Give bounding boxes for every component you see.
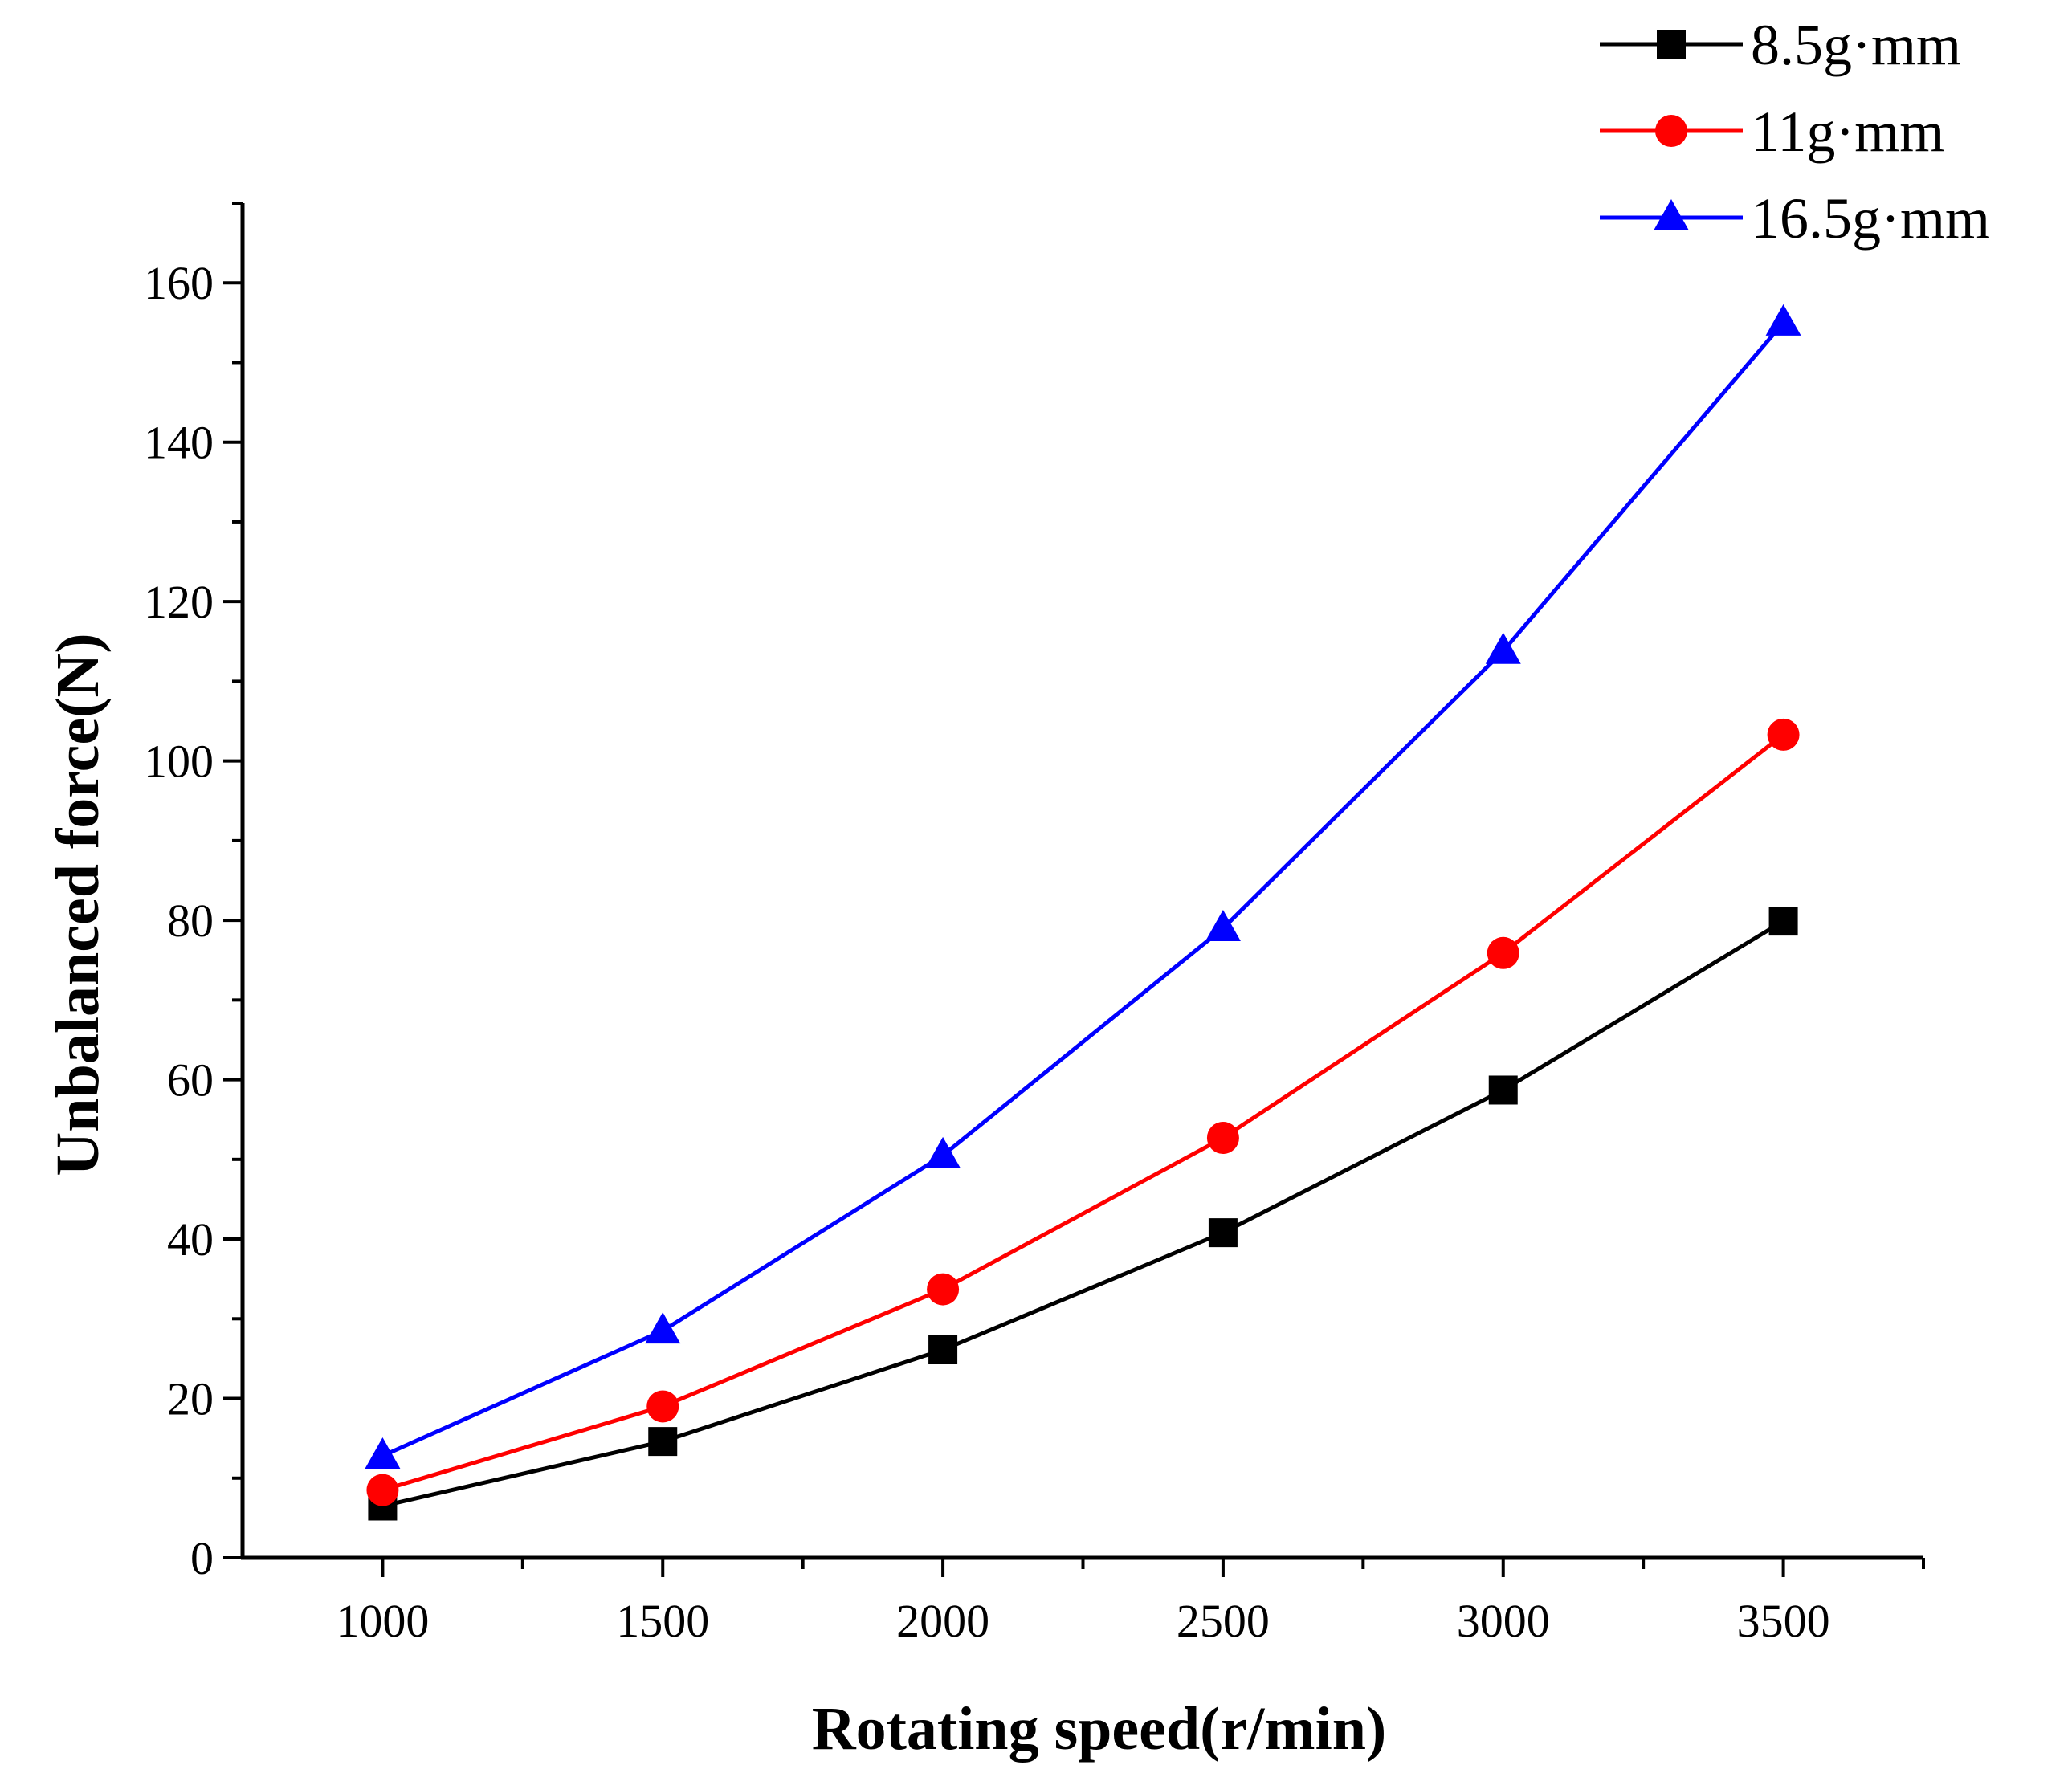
legend-marker (1655, 115, 1687, 147)
x-tick-label: 2500 (1177, 1595, 1270, 1647)
series-line (381, 732, 1785, 1493)
series-0 (368, 907, 1798, 1521)
x-tick-label: 3000 (1457, 1595, 1550, 1647)
series-1 (366, 718, 1800, 1506)
data-point (366, 1474, 399, 1506)
legend-item-1: 11g·mm (1600, 100, 1944, 164)
y-tick-label: 60 (167, 1054, 214, 1107)
data-point (1487, 936, 1519, 969)
y-tick-label: 40 (167, 1213, 214, 1266)
y-tick-label: 160 (144, 257, 214, 309)
data-point (1485, 632, 1521, 664)
axes: 0 20 40 60 80 100 120 140 160 1000 1500 2000 2500 300… (144, 202, 1925, 1647)
data-point (648, 1427, 678, 1457)
data-point (1206, 1122, 1239, 1155)
legend-label: 8.5g·mm (1751, 13, 1961, 77)
legend-label: 11g·mm (1751, 100, 1944, 164)
data-point (646, 1390, 679, 1423)
x-tick-label: 1000 (336, 1595, 429, 1647)
legend-marker (1657, 30, 1686, 59)
y-tick-label: 80 (167, 895, 214, 947)
data-point (927, 1273, 960, 1306)
legend: 8.5g·mm 11g·mm 16.5g·mm (1600, 13, 1990, 251)
legend-marker (1654, 199, 1689, 230)
x-axis-title: Rotating speed(r/min) (812, 1695, 1387, 1763)
x-tick-label: 3500 (1737, 1595, 1830, 1647)
series-line (381, 321, 1785, 1458)
y-tick-label: 100 (144, 736, 214, 788)
y-tick-label: 120 (144, 576, 214, 628)
data-point (928, 1335, 958, 1364)
data-point (1765, 304, 1801, 336)
y-tick-label: 0 (190, 1532, 214, 1584)
data-point (1767, 718, 1800, 751)
x-tick-label: 2000 (896, 1595, 989, 1647)
data-point (1205, 910, 1241, 942)
legend-label: 16.5g·mm (1751, 186, 1990, 251)
data-point (1768, 907, 1798, 936)
series-2 (365, 304, 1801, 1469)
series-layer (365, 304, 1801, 1521)
data-point (1488, 1075, 1518, 1105)
y-tick-label: 140 (144, 417, 214, 469)
legend-item-2: 16.5g·mm (1600, 186, 1990, 251)
data-point (925, 1136, 961, 1168)
series-line (381, 919, 1784, 1508)
data-point (645, 1312, 681, 1344)
data-point (365, 1437, 401, 1469)
data-point (1208, 1218, 1238, 1248)
y-tick-label: 20 (167, 1373, 214, 1425)
y-axis-title: Unbalanced force(N) (44, 633, 112, 1176)
x-tick-label: 1500 (616, 1595, 709, 1647)
legend-item-0: 8.5g·mm (1600, 13, 1961, 77)
